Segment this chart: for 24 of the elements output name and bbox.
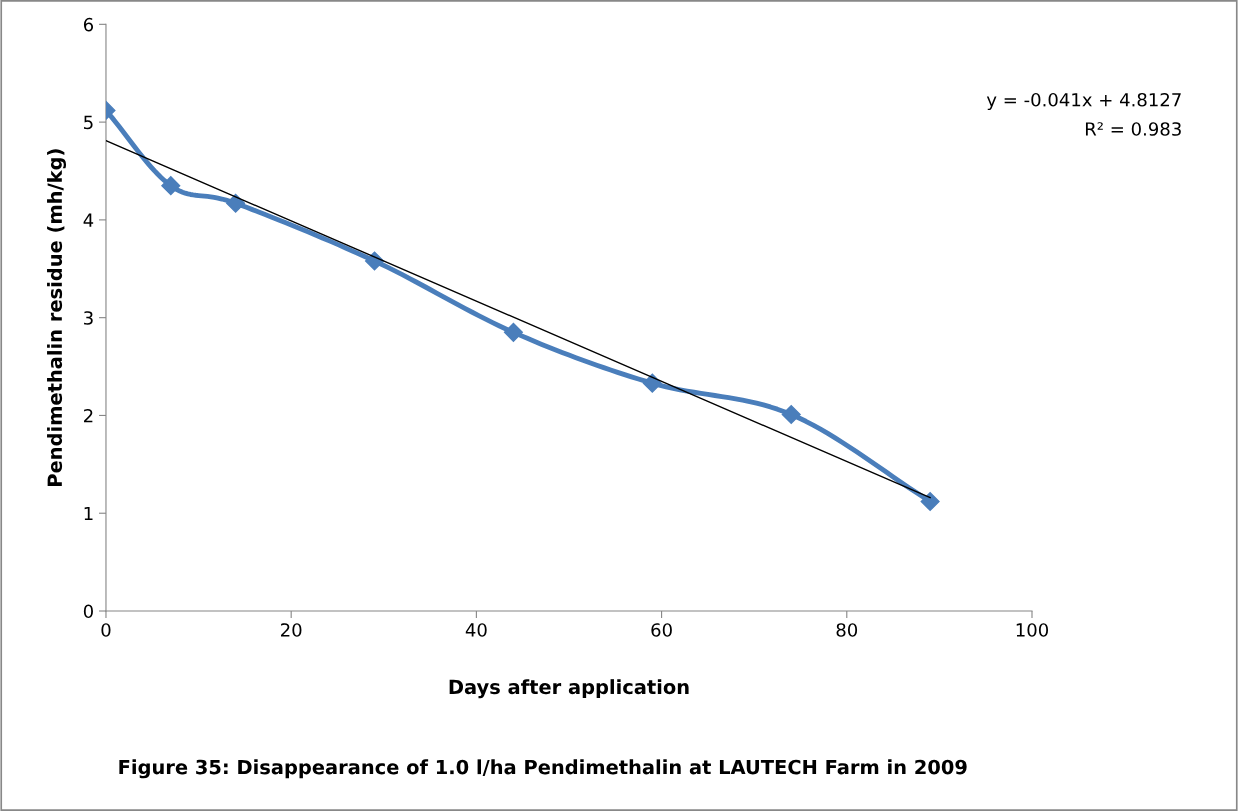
- x-tick-label: 0: [101, 623, 111, 637]
- y-tick-label: 1: [84, 506, 93, 521]
- point: [161, 176, 181, 196]
- x-tick-label: 100: [1016, 623, 1049, 637]
- annotation: y = -0.041x + 4.8127: [986, 92, 1181, 111]
- y-tick-label: 0: [83, 604, 93, 619]
- x-axis-title: Days after application: [449, 679, 689, 699]
- x-tick-label: 40: [465, 623, 487, 637]
- point: [920, 491, 940, 512]
- y-tick-label: 5: [84, 115, 93, 130]
- y-axis-title: Pendimethalin residue (mh/kg): [47, 149, 67, 486]
- text: Figure 35: Disappearance of 1.0 l/ha Pendimethalin at LAUTECH Farm in 2009: [119, 759, 967, 779]
- y-tick-label: 2: [84, 408, 93, 423]
- x-tick-label: 20: [281, 623, 302, 637]
- x-tick-label: 60: [651, 623, 672, 637]
- y-tick-label: 6: [83, 17, 94, 32]
- y-tick-label: 3: [84, 311, 93, 325]
- point: [503, 322, 523, 342]
- text: R² = 0.983: [1085, 122, 1181, 136]
- y-tick-label: 4: [83, 213, 94, 227]
- point: [642, 373, 662, 393]
- point: [226, 193, 246, 213]
- point: [781, 404, 801, 425]
- x-tick-label: 80: [836, 623, 858, 637]
